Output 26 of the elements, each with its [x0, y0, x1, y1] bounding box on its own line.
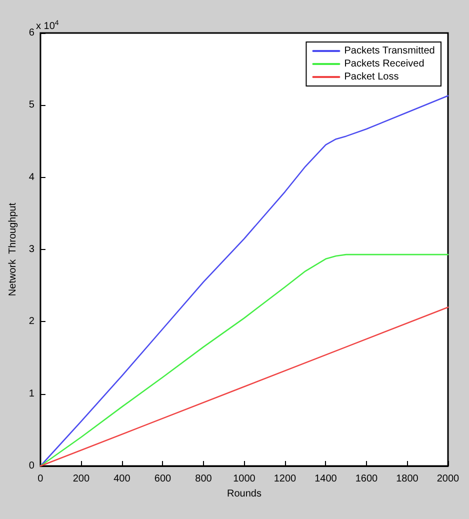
x-axis-title: Rounds [226, 488, 262, 500]
x-tick-label: 1400 [314, 474, 338, 484]
y-axis-title: Network Throughput [8, 202, 18, 296]
legend-label: Packet Loss [344, 72, 399, 82]
x-tick-label: 1000 [233, 474, 256, 484]
legend-label: Packets Received [344, 58, 424, 70]
x-tick-label: 0 [38, 474, 44, 484]
x-tick-label: 1800 [396, 474, 419, 484]
x-tick-label: 800 [195, 474, 212, 484]
y-tick-label: 2 [28, 316, 35, 328]
y-tick-label: 6 [28, 28, 35, 38]
x-tick-label: 600 [154, 474, 172, 484]
legend-label: Packets Transmitted [344, 46, 435, 56]
x-tick-label: 400 [114, 474, 131, 484]
line-series [40, 95, 449, 467]
x-tick-label: 1600 [355, 474, 378, 484]
y-tick-label: 3 [28, 244, 35, 255]
y-tick-label: 0 [28, 460, 35, 472]
y-tick-label: 5 [28, 100, 35, 111]
y-tick-label: 1 [28, 388, 35, 400]
x-tick-label: 2000 [436, 474, 460, 484]
line-series [40, 254, 449, 467]
x-tick-label: 200 [72, 474, 90, 484]
y-tick-label: 4 [28, 172, 35, 183]
line-series [40, 306, 449, 467]
x-tick-label: 1200 [274, 474, 297, 484]
